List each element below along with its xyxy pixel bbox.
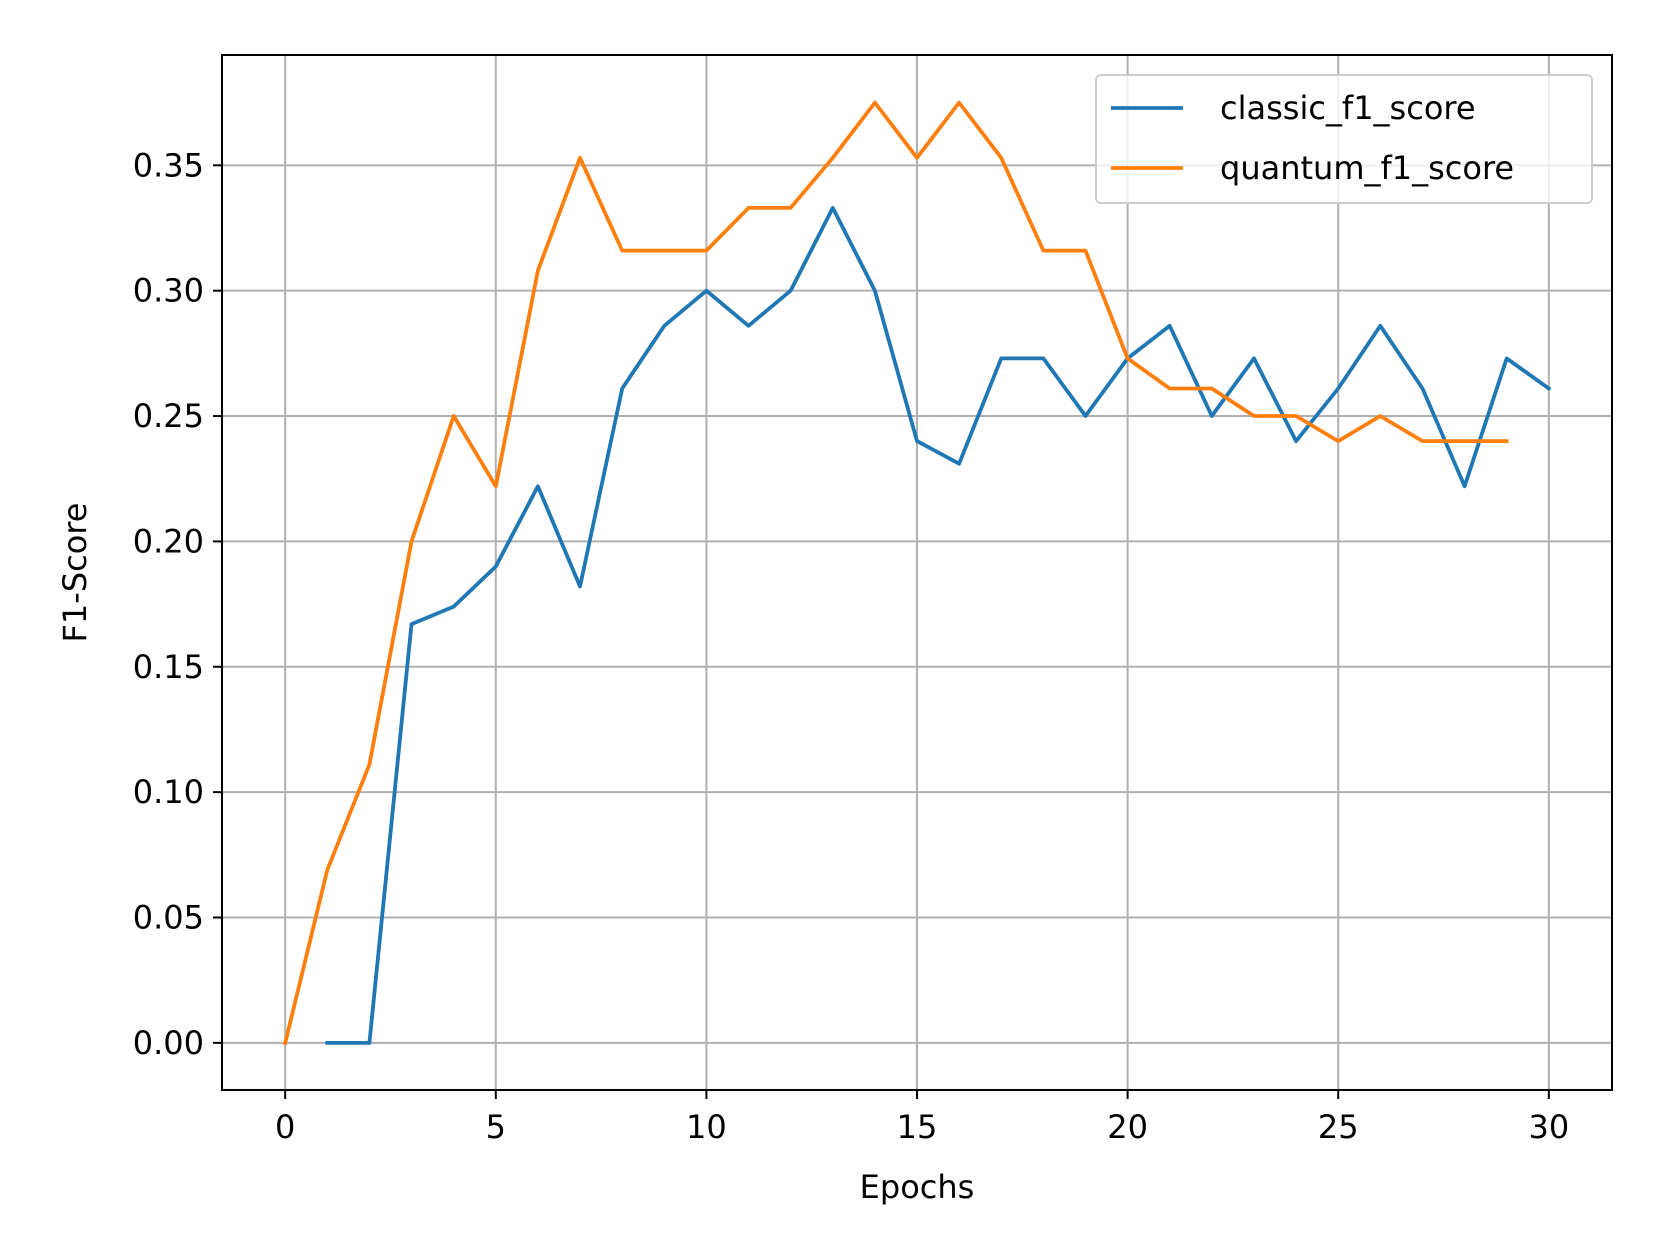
legend-label: classic_f1_score [1220,89,1476,127]
y-tick-label: 0.15 [133,648,204,686]
x-tick-label: 20 [1107,1108,1148,1146]
y-tick-label: 0.30 [133,272,204,310]
y-tick-label: 0.10 [133,773,204,811]
y-tick-label: 0.00 [133,1024,204,1062]
grid [222,55,1612,1090]
x-tick-label: 25 [1318,1108,1359,1146]
x-tick-label: 30 [1528,1108,1569,1146]
y-tick-label: 0.05 [133,899,204,937]
legend: classic_f1_score quantum_f1_score [1095,74,1593,204]
x-tick-label: 0 [275,1108,295,1146]
legend-box [1095,74,1593,204]
series-layer [282,100,1552,1046]
y-tick-label: 0.20 [133,522,204,560]
x-tick-label: 5 [486,1108,506,1146]
y-tick-label: 0.25 [133,397,204,435]
series-line-classic-f1-score [325,205,1552,1045]
y-tick-label: 0.35 [133,146,204,184]
legend-label: quantum_f1_score [1220,149,1514,187]
x-tick-label: 10 [686,1108,727,1146]
y-axis-label: F1-Score [56,503,94,643]
series-line-quantum-f1-score [282,100,1509,1046]
axis-ticks: 0 5 10 15 20 25 30 0.00 0.05 0.10 0.15 0.20 0.25 0.30… [133,146,1569,1146]
x-tick-label: 15 [897,1108,938,1146]
x-axis-label: Epochs [860,1168,975,1206]
